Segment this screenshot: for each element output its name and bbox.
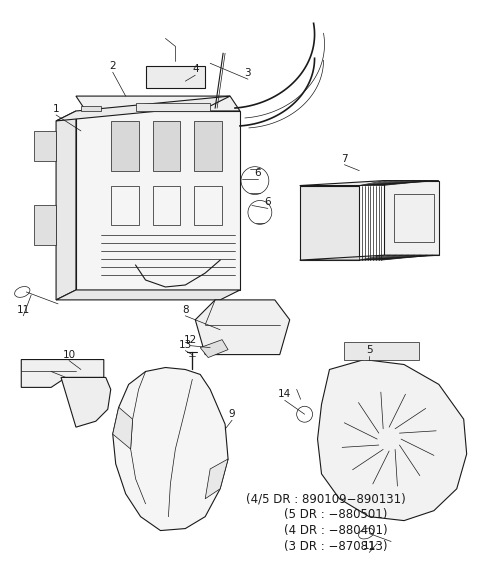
Polygon shape xyxy=(56,96,230,121)
Polygon shape xyxy=(21,359,104,388)
Text: 12: 12 xyxy=(184,334,197,345)
Polygon shape xyxy=(384,181,439,255)
Text: 1: 1 xyxy=(53,104,60,114)
Polygon shape xyxy=(76,96,240,111)
Polygon shape xyxy=(195,300,290,355)
Polygon shape xyxy=(344,342,419,359)
Polygon shape xyxy=(194,121,222,171)
Polygon shape xyxy=(205,459,228,499)
Text: 9: 9 xyxy=(229,409,235,419)
Text: 5: 5 xyxy=(366,345,372,355)
Polygon shape xyxy=(113,407,132,449)
Polygon shape xyxy=(136,103,210,111)
Polygon shape xyxy=(81,106,101,111)
Polygon shape xyxy=(111,121,139,171)
Text: 3: 3 xyxy=(245,68,251,78)
Polygon shape xyxy=(300,255,439,260)
Polygon shape xyxy=(318,359,467,520)
Polygon shape xyxy=(56,290,240,300)
Polygon shape xyxy=(145,66,205,88)
Polygon shape xyxy=(61,377,111,427)
Polygon shape xyxy=(153,121,180,171)
Text: 6: 6 xyxy=(264,197,271,207)
Polygon shape xyxy=(200,340,228,358)
Polygon shape xyxy=(34,131,56,160)
Text: 10: 10 xyxy=(62,350,75,359)
Polygon shape xyxy=(76,111,240,290)
Text: 4: 4 xyxy=(192,64,199,74)
Text: 8: 8 xyxy=(182,305,189,315)
Text: 2: 2 xyxy=(109,61,116,71)
Text: (5 DR : −880501): (5 DR : −880501) xyxy=(284,508,387,521)
Text: (3 DR : −870813): (3 DR : −870813) xyxy=(284,540,387,553)
Text: (4 DR : −880401): (4 DR : −880401) xyxy=(284,524,387,537)
Polygon shape xyxy=(300,181,439,185)
Text: 6: 6 xyxy=(254,168,261,177)
Text: 11: 11 xyxy=(17,305,30,315)
Text: 13: 13 xyxy=(179,340,192,350)
Polygon shape xyxy=(34,206,56,245)
Text: 7: 7 xyxy=(341,154,348,164)
Polygon shape xyxy=(113,367,228,531)
Text: 11: 11 xyxy=(362,541,376,551)
Text: (4/5 DR : 890109−890131): (4/5 DR : 890109−890131) xyxy=(246,493,406,506)
Polygon shape xyxy=(56,111,76,300)
Text: 14: 14 xyxy=(278,389,291,399)
Polygon shape xyxy=(300,185,360,260)
